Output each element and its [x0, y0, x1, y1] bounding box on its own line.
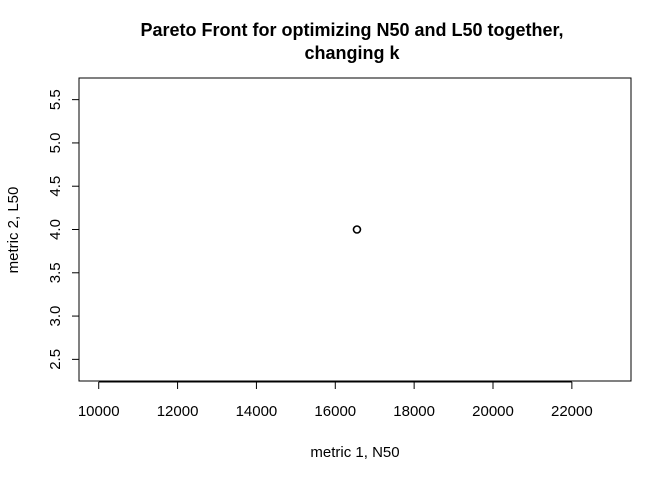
x-tick-label: 18000 [393, 403, 435, 420]
y-tick-label: 5.5 [47, 89, 64, 110]
y-axis-label: metric 2, L50 [5, 187, 22, 274]
x-tick-label: 16000 [314, 403, 356, 420]
x-tick-label: 10000 [78, 403, 120, 420]
data-point [352, 225, 362, 234]
data-points [352, 225, 362, 234]
y-tick-label: 3.0 [47, 306, 64, 327]
y-tick-label: 5.0 [47, 132, 64, 153]
y-tick-label: 4.5 [47, 176, 64, 197]
x-tick-label: 12000 [157, 403, 199, 420]
plot-frame [78, 77, 632, 382]
y-axis: 2.5 3.0 3.5 4.0 4.5 5.0 5.5 [47, 89, 80, 370]
chart-title-line-2: changing k [304, 43, 400, 63]
x-axis-label: metric 1, N50 [310, 444, 399, 461]
x-tick-label: 22000 [551, 403, 593, 420]
y-tick-label: 4.0 [47, 219, 64, 240]
x-axis: 10000 12000 14000 16000 18000 20000 22000 [78, 381, 593, 420]
x-tick-label: 20000 [472, 403, 514, 420]
y-tick-label: 2.5 [47, 349, 64, 370]
chart-title-line-1: Pareto Front for optimizing N50 and L50 … [140, 20, 563, 40]
y-tick-label: 3.5 [47, 262, 64, 283]
x-tick-label: 14000 [236, 403, 278, 420]
